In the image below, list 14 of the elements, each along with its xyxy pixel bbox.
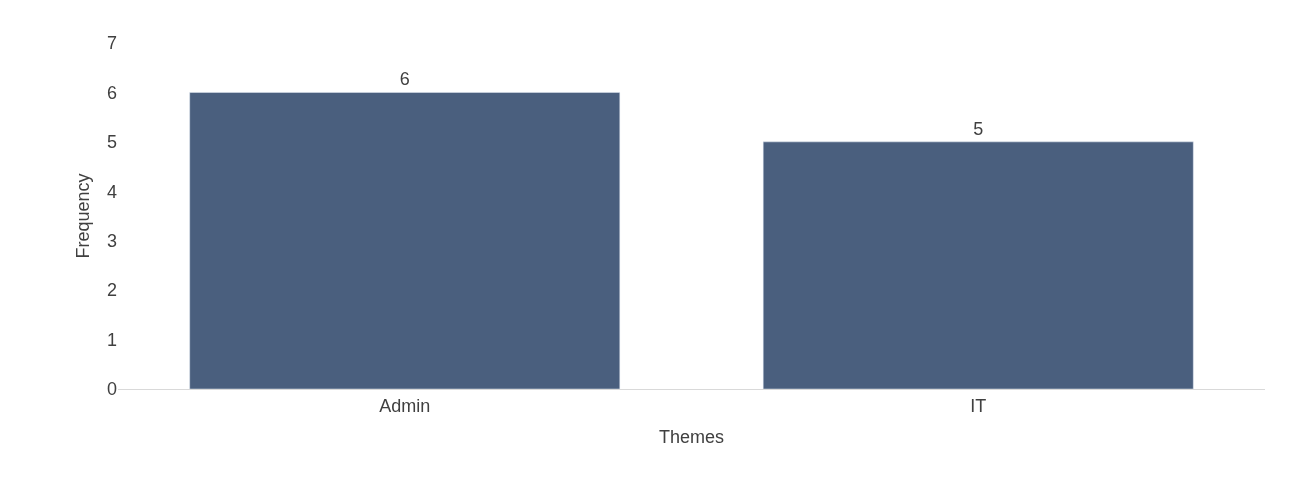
y-tick-label: 2 [106, 280, 117, 301]
y-tick-label: 0 [106, 379, 117, 400]
y-tick-label: 1 [106, 329, 117, 350]
x-tick-label: Admin [379, 395, 431, 416]
x-tick-label: IT [970, 395, 987, 416]
y-tick-label: 3 [106, 231, 117, 252]
data-label: 6 [399, 69, 410, 90]
x-axis-title: Themes [658, 426, 725, 447]
y-tick-label: 6 [106, 82, 117, 103]
y-tick-label: 7 [106, 33, 117, 54]
data-label: 5 [973, 118, 984, 139]
y-tick-label: 4 [106, 181, 117, 202]
y-axis-title: Frequency [73, 173, 94, 259]
y-tick-label: 5 [106, 132, 117, 153]
